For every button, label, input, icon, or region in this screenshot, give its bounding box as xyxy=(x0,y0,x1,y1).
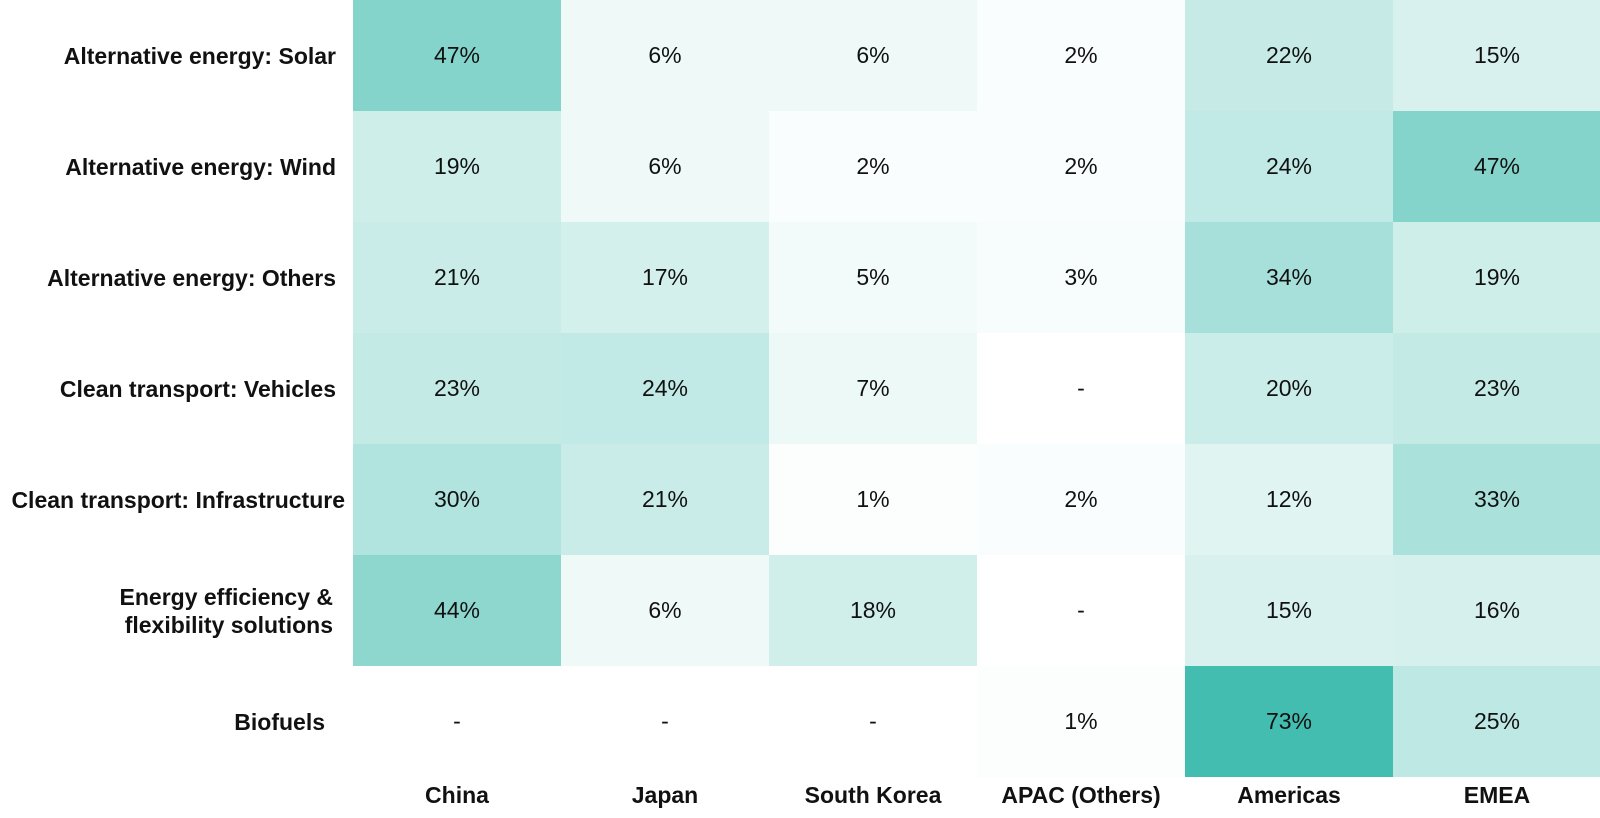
row-label: Clean transport: Infrastructure xyxy=(0,444,345,555)
heatmap-cell: 2% xyxy=(977,0,1185,111)
row-label: Energy efficiency & flexibility solution… xyxy=(0,555,333,666)
heatmap-cell: 5% xyxy=(769,222,977,333)
heatmap-cell: 21% xyxy=(353,222,561,333)
heatmap-cell: 25% xyxy=(1393,666,1600,777)
heatmap-cell: - xyxy=(561,666,769,777)
heatmap-cell: - xyxy=(977,555,1185,666)
heatmap-cell: 22% xyxy=(1185,0,1393,111)
column-label: South Korea xyxy=(804,781,942,808)
heatmap-cell: 6% xyxy=(561,555,769,666)
heatmap-cell: 33% xyxy=(1393,444,1600,555)
column-label: EMEA xyxy=(1463,781,1531,808)
heatmap-cell: 34% xyxy=(1185,222,1393,333)
column-label: Americas xyxy=(1237,781,1341,808)
row-label-text: Clean transport: Vehicles xyxy=(59,375,336,402)
row-label-text: Alternative energy: Others xyxy=(47,264,336,291)
column-label: China xyxy=(425,781,489,808)
heatmap-cell: - xyxy=(977,333,1185,444)
heatmap-cell: 18% xyxy=(769,555,977,666)
column-label: Japan xyxy=(631,781,699,808)
heatmap-cell: 6% xyxy=(561,111,769,222)
row-label-text: Energy efficiency & flexibility solution… xyxy=(119,583,333,638)
row-label-text: Clean transport: Infrastructure xyxy=(11,486,345,513)
column-label: APAC (Others) xyxy=(1001,781,1161,808)
heatmap-cell: 19% xyxy=(353,111,561,222)
row-label: Clean transport: Vehicles xyxy=(0,333,336,444)
heatmap-cell: 20% xyxy=(1185,333,1393,444)
row-label-text: Alternative energy: Solar xyxy=(63,42,336,69)
heatmap-cell: 19% xyxy=(1393,222,1600,333)
heatmap-cell: 6% xyxy=(769,0,977,111)
row-label: Biofuels xyxy=(0,666,325,777)
heatmap-cell: 24% xyxy=(561,333,769,444)
heatmap-cell: 3% xyxy=(977,222,1185,333)
heatmap-cell: 24% xyxy=(1185,111,1393,222)
heatmap-cell: - xyxy=(769,666,977,777)
heatmap-cell: 47% xyxy=(353,0,561,111)
row-label: Alternative energy: Solar xyxy=(0,0,336,111)
heatmap-cell: 73% xyxy=(1185,666,1393,777)
heatmap-cell: 15% xyxy=(1185,555,1393,666)
heatmap-cell: 12% xyxy=(1185,444,1393,555)
heatmap-cell: 15% xyxy=(1393,0,1600,111)
heatmap-cell: 7% xyxy=(769,333,977,444)
row-label-text: Biofuels xyxy=(234,708,325,735)
heatmap-cell: 2% xyxy=(769,111,977,222)
heatmap-cell: 6% xyxy=(561,0,769,111)
heatmap-cell: 47% xyxy=(1393,111,1600,222)
heatmap-cell: 23% xyxy=(1393,333,1600,444)
heatmap-cell: 30% xyxy=(353,444,561,555)
heatmap-cell: - xyxy=(353,666,561,777)
heatmap-cell: 16% xyxy=(1393,555,1600,666)
heatmap-cell: 23% xyxy=(353,333,561,444)
heatmap-cell: 1% xyxy=(769,444,977,555)
row-label-text: Alternative energy: Wind xyxy=(65,153,336,180)
row-label: Alternative energy: Others xyxy=(0,222,336,333)
heatmap-cell: 2% xyxy=(977,111,1185,222)
heatmap-cell: 2% xyxy=(977,444,1185,555)
heatmap-cell: 1% xyxy=(977,666,1185,777)
row-label: Alternative energy: Wind xyxy=(0,111,336,222)
heatmap-cell: 17% xyxy=(561,222,769,333)
heatmap-cell: 21% xyxy=(561,444,769,555)
heatmap-cell: 44% xyxy=(353,555,561,666)
